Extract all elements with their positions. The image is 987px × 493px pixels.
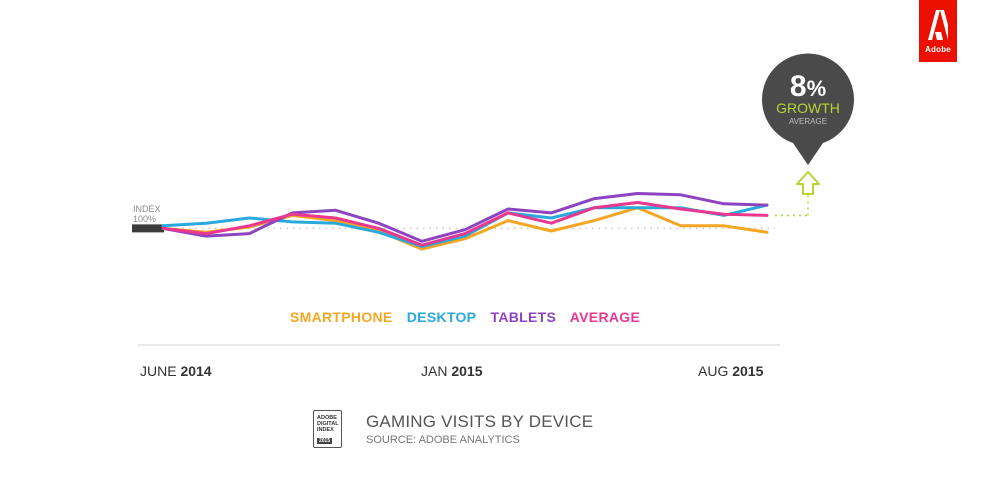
badge-line-3: INDEX [317, 427, 334, 433]
x-label-end-month: AUG [698, 363, 733, 379]
growth-label: GROWTH [776, 100, 840, 116]
growth-value: 8% [790, 70, 826, 103]
adobe-logo: Adobe [919, 0, 957, 62]
legend: SMARTPHONE DESKTOP TABLETS AVERAGE [290, 309, 650, 325]
index-label: INDEX 100% [133, 204, 161, 224]
legend-average: AVERAGE [569, 309, 641, 325]
index-label-title: INDEX [133, 204, 161, 214]
badge-line-1: ADOBE [317, 415, 337, 421]
x-label-mid-year: 2015 [451, 363, 483, 379]
legend-smartphone: SMARTPHONE [290, 309, 393, 325]
adobe-a-icon [928, 10, 948, 40]
legend-tablets: TABLETS [490, 309, 557, 325]
x-label-end: AUG 2015 [698, 363, 763, 379]
series-line-average [161, 201, 769, 247]
x-label-mid: JAN 2015 [421, 363, 483, 379]
legend-desktop: DESKTOP [406, 309, 477, 325]
x-label-end-year: 2015 [732, 363, 764, 379]
growth-pin [761, 53, 854, 165]
adobe-logo-text: Adobe [925, 45, 951, 54]
badge-line-2: DIGITAL [317, 421, 339, 427]
x-label-start-month: JUNE [140, 363, 181, 379]
adobe-digital-index-badge: ADOBE DIGITAL INDEX 2015 [313, 410, 342, 448]
x-label-start: JUNE 2014 [140, 363, 212, 379]
x-label-start-year: 2014 [180, 363, 212, 379]
x-label-mid-month: JAN [421, 363, 452, 379]
index-marker [132, 224, 164, 233]
chart-source: SOURCE: ADOBE ANALYTICS [366, 434, 520, 446]
series-line-tablets [161, 192, 769, 243]
growth-arrow-icon [796, 171, 820, 195]
index-label-value: 100% [133, 214, 157, 224]
chart-title: GAMING VISITS BY DEVICE [366, 412, 594, 431]
growth-sublabel: AVERAGE [789, 117, 827, 126]
badge-year: 2015 [317, 438, 333, 444]
